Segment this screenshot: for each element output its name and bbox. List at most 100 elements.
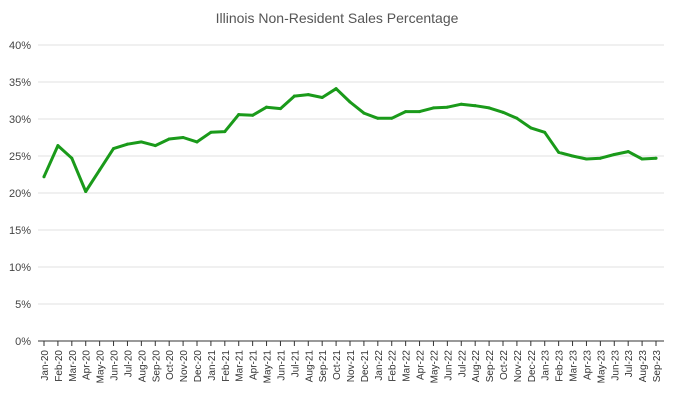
x-tick-label: Aug-20 — [137, 350, 148, 383]
y-tick-label: 40% — [9, 40, 31, 52]
data-point — [56, 144, 60, 148]
x-tick-label: Apr-21 — [249, 350, 260, 380]
data-point — [501, 110, 505, 114]
data-point — [612, 153, 616, 157]
data-point — [515, 116, 519, 120]
data-point — [181, 136, 185, 139]
x-tick-label: Jan-21 — [207, 350, 218, 381]
x-tick-label: Oct-21 — [332, 350, 343, 380]
x-tick-label: Dec-21 — [360, 350, 371, 383]
x-tick-label: Feb-23 — [555, 350, 566, 382]
data-point — [431, 106, 435, 110]
x-tick-label: May-20 — [96, 350, 107, 384]
data-point — [70, 156, 74, 160]
y-tick-label: 30% — [9, 114, 31, 126]
y-tick-label: 5% — [15, 299, 31, 311]
data-point — [153, 144, 157, 148]
data-point — [390, 116, 394, 120]
x-tick-label: Apr-20 — [82, 350, 93, 380]
y-tick-label: 10% — [9, 262, 31, 274]
data-point — [404, 110, 408, 114]
data-point — [251, 113, 255, 117]
x-tick-label: May-22 — [429, 350, 440, 384]
x-tick-label: Jun-20 — [110, 350, 121, 381]
x-tick-label: Mar-23 — [569, 350, 580, 382]
x-tick-label: Oct-20 — [165, 350, 176, 380]
x-tick-label: Mar-22 — [402, 350, 413, 382]
data-point — [418, 110, 422, 114]
data-point — [584, 157, 588, 161]
data-point — [543, 130, 547, 134]
x-tick-label: Jul-21 — [290, 350, 301, 378]
data-point — [98, 168, 102, 172]
data-point — [334, 87, 338, 91]
data-point — [640, 157, 644, 161]
x-tick-label: Sep-20 — [151, 350, 162, 383]
data-point — [487, 106, 491, 110]
data-point — [195, 140, 199, 144]
data-point — [362, 111, 366, 115]
x-tick-label: Aug-22 — [471, 350, 482, 383]
chart-title: Illinois Non-Resident Sales Percentage — [216, 10, 459, 26]
x-tick-label: Jul-20 — [123, 350, 134, 378]
x-tick-label: Dec-20 — [193, 350, 204, 383]
data-point — [320, 96, 324, 100]
x-tick-label: Feb-20 — [54, 350, 65, 382]
x-tick-label: Feb-22 — [388, 350, 399, 382]
x-tick-label: Mar-21 — [235, 350, 246, 382]
x-tick-label: Jan-22 — [374, 350, 385, 381]
data-point — [209, 130, 213, 134]
x-tick-label: Oct-22 — [499, 350, 510, 380]
data-point — [626, 150, 630, 154]
x-tick-label: Sep-21 — [318, 350, 329, 383]
data-point — [112, 147, 116, 151]
gridlines — [38, 44, 664, 305]
x-tick-label: Dec-22 — [527, 350, 538, 383]
y-tick-label: 20% — [9, 188, 31, 200]
x-tick-label: Jan-20 — [40, 350, 51, 381]
x-tick-label: Jun-21 — [276, 350, 287, 381]
data-point — [139, 140, 143, 144]
data-point — [459, 102, 463, 106]
x-tick-label: Jan-23 — [541, 350, 552, 381]
data-point — [557, 150, 561, 154]
x-tick-label: Jun-22 — [443, 350, 454, 381]
y-tick-label: 25% — [9, 151, 31, 163]
data-point — [42, 175, 46, 179]
x-tick-label: Nov-21 — [346, 350, 357, 383]
data-point — [654, 156, 658, 160]
x-tick-label: Apr-23 — [582, 350, 593, 380]
x-tick-label: Nov-20 — [179, 350, 190, 383]
data-point — [348, 100, 352, 104]
x-tick-label: Nov-22 — [513, 350, 524, 383]
x-tick-label: Jul-23 — [624, 350, 635, 378]
x-tick-label: Jun-23 — [610, 350, 621, 381]
series-line — [42, 87, 658, 193]
data-point — [376, 116, 380, 120]
data-point — [473, 104, 477, 108]
x-tick-label: Sep-23 — [652, 350, 663, 383]
x-axis-ticks: Jan-20 Feb-20 Mar-20 Apr-20 May-20 Jun-20 Jul-… — [40, 341, 663, 383]
x-tick-label: Sep-22 — [485, 350, 496, 383]
data-point — [125, 142, 129, 146]
data-point — [529, 126, 533, 130]
data-point — [598, 156, 602, 160]
x-tick-label: Aug-21 — [304, 350, 315, 383]
data-point — [223, 130, 227, 134]
x-tick-label: Feb-21 — [221, 350, 232, 382]
data-point — [571, 154, 575, 158]
data-point — [167, 137, 171, 141]
x-tick-label: Apr-22 — [416, 350, 427, 380]
x-tick-label: Aug-23 — [638, 350, 649, 383]
y-tick-label: 0% — [15, 336, 31, 348]
y-tick-label: 35% — [9, 77, 31, 89]
x-tick-label: Mar-20 — [68, 350, 79, 382]
y-axis-ticks: 0% 5% 10% 15% 20% 25% 30% 35% 40% — [9, 40, 31, 348]
data-point — [265, 105, 269, 109]
data-point — [278, 107, 282, 111]
x-tick-label: Jul-22 — [457, 350, 468, 378]
data-point — [445, 105, 449, 109]
y-tick-label: 15% — [9, 225, 31, 237]
x-tick-label: May-23 — [596, 350, 607, 384]
